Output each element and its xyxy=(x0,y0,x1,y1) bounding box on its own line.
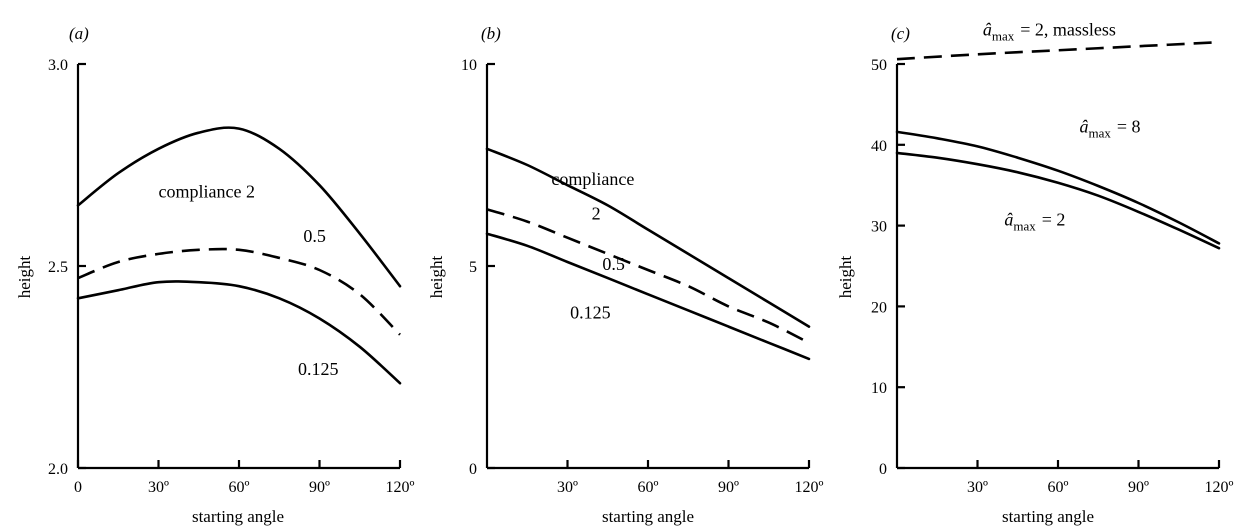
panel-b-ytick-label: 0 xyxy=(469,461,477,478)
panel-c-xlabel: starting angle xyxy=(1002,507,1094,526)
panel-c-annotation: âmax = 2 xyxy=(1004,210,1065,234)
panel-a-xtick-label: 0 xyxy=(74,479,82,496)
panel-b-xtick-label: 60º xyxy=(638,479,659,496)
panel-c-xtick-label: 120º xyxy=(1205,479,1234,496)
panel-a-xlabel: starting angle xyxy=(192,507,284,526)
panel-b-annotation: compliance xyxy=(551,169,634,189)
panel-b-label: (b) xyxy=(481,24,501,43)
panel-c: (c) height starting angle 0 10 20 30 40 50 30º… xyxy=(836,20,1234,526)
panel-c-series-2 xyxy=(895,151,1221,250)
panel-b-annotation: 0.5 xyxy=(602,254,625,274)
panel-a-ytick-label: 2.0 xyxy=(48,461,68,478)
panel-c-xtick-label: 60º xyxy=(1048,479,1069,496)
panel-b-series-2 xyxy=(485,232,811,361)
panel-b-xtick-label: 30º xyxy=(557,479,578,496)
panel-a-ytick-label: 2.5 xyxy=(48,259,68,276)
panel-c-label: (c) xyxy=(891,24,910,43)
panel-a-series-2 xyxy=(76,280,402,385)
panel-b-ylabel: height xyxy=(427,255,446,298)
panel-a-annotation: 0.125 xyxy=(298,359,339,379)
panel-c-ytick-label: 50 xyxy=(871,57,887,74)
panel-b: (b) height starting angle 0 5 10 30º 60º 90º 1… xyxy=(427,24,824,526)
panel-a-series-1 xyxy=(77,247,401,336)
panel-a-series-0 xyxy=(76,126,402,288)
panel-b-annotation: 0.125 xyxy=(570,303,611,323)
panel-c-series-1 xyxy=(895,130,1221,245)
panel-b-xlabel: starting angle xyxy=(602,507,694,526)
panel-c-ytick-label: 0 xyxy=(879,461,887,478)
panel-b-annotation: 2 xyxy=(592,204,601,224)
panel-a-ylabel: height xyxy=(15,255,34,298)
panel-c-ytick-label: 20 xyxy=(871,299,887,316)
panel-a-xtick-label: 60º xyxy=(229,479,250,496)
panel-c-ytick-label: 10 xyxy=(871,380,887,397)
panel-a-annotation: 0.5 xyxy=(303,226,326,246)
panel-b-series-0 xyxy=(485,147,811,328)
panel-a: (a) height starting angle 2.0 2.5 3.0 0 30º 6… xyxy=(15,24,415,526)
panel-a-label: (a) xyxy=(69,24,89,43)
panel-c-xtick-label: 90º xyxy=(1128,479,1149,496)
panel-c-annotation: âmax = 2, massless xyxy=(983,20,1116,44)
panel-a-xtick-label: 30º xyxy=(148,479,169,496)
panel-c-ylabel: height xyxy=(836,255,855,298)
panel-b-xtick-label: 90º xyxy=(718,479,739,496)
panel-c-annotation: âmax = 8 xyxy=(1079,117,1140,141)
panel-c-series-0 xyxy=(896,40,1220,61)
panel-b-series-1 xyxy=(486,208,810,344)
panel-c-xtick-label: 30º xyxy=(967,479,988,496)
panel-a-xtick-label: 120º xyxy=(386,479,415,496)
panel-a-ytick-label: 3.0 xyxy=(48,57,68,74)
panel-b-ytick-label: 10 xyxy=(461,57,477,74)
panel-a-annotation: compliance 2 xyxy=(159,181,255,201)
panel-b-xtick-label: 120º xyxy=(795,479,824,496)
panel-a-xtick-label: 90º xyxy=(309,479,330,496)
panel-b-ytick-label: 5 xyxy=(469,259,477,276)
panel-c-ytick-label: 30 xyxy=(871,219,887,236)
panel-c-ytick-label: 40 xyxy=(871,138,887,155)
